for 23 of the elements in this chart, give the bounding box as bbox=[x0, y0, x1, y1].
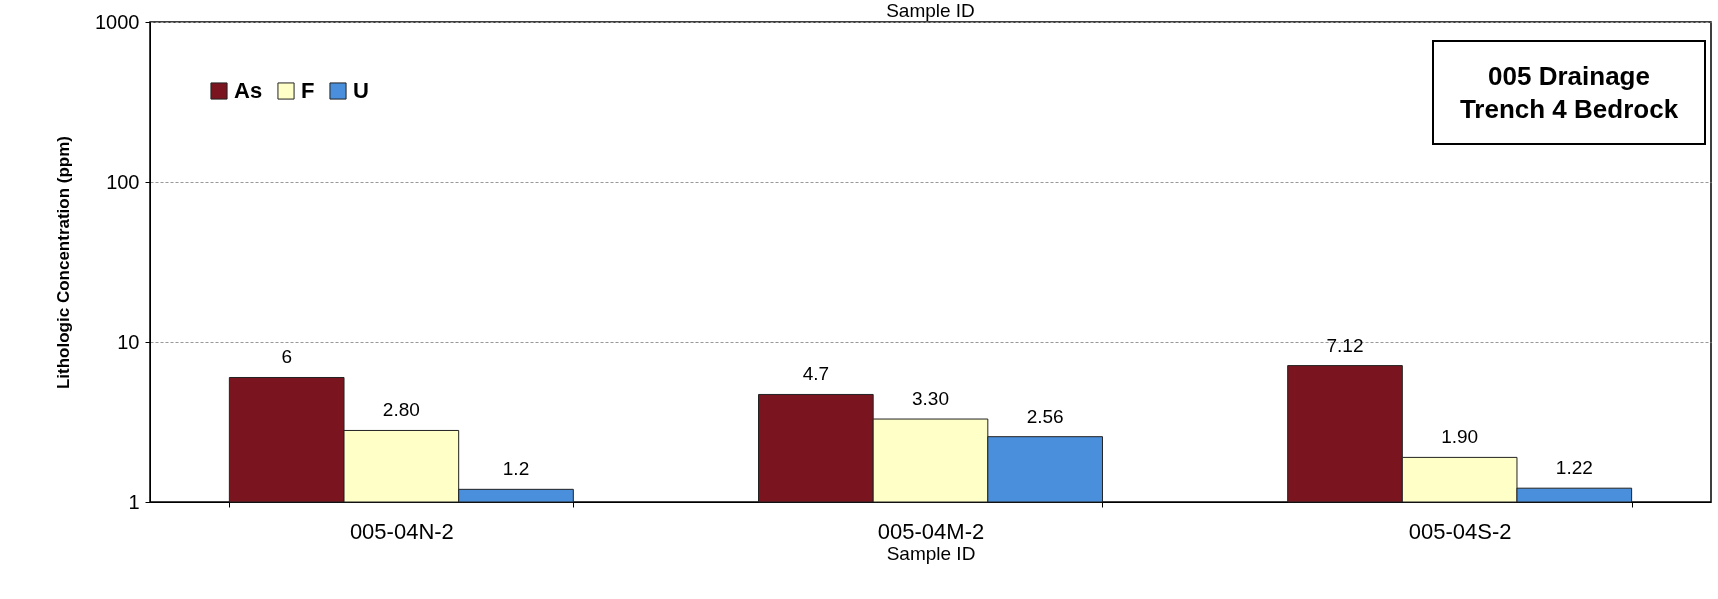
text: Sample ID bbox=[885, 0, 976, 22]
data-label: 2.56 bbox=[1026, 405, 1064, 427]
x-tick-label: 005-04N-2 bbox=[349, 518, 454, 544]
legend-label: U bbox=[353, 78, 369, 103]
data-label: 1.90 bbox=[1441, 426, 1479, 448]
data-label: 1.22 bbox=[1555, 457, 1593, 479]
x-tick-label: 005-04M-2 bbox=[877, 518, 985, 544]
data-label: 7.12 bbox=[1326, 334, 1364, 356]
legend-label: F bbox=[301, 78, 315, 103]
x-tick-label: 005-04S-2 bbox=[1408, 518, 1512, 544]
text: 005 Drainage Trench 4 Bedrock bbox=[1432, 40, 1706, 145]
y-axis-title: Lithologic Concentration (ppm) bbox=[54, 135, 74, 390]
data-label: 3.30 bbox=[912, 388, 949, 410]
y-tick-label: 10 bbox=[117, 330, 140, 353]
y-tick-label: 1000 bbox=[95, 10, 140, 33]
data-label: 1.2 bbox=[502, 458, 530, 480]
y-tick-label: 100 bbox=[106, 170, 140, 193]
y-tick-label: 1 bbox=[128, 490, 140, 513]
data-label: 6 bbox=[281, 346, 292, 368]
data-label: 4.7 bbox=[802, 363, 830, 385]
data-label: 2.80 bbox=[382, 399, 420, 421]
legend-label: As bbox=[234, 78, 263, 103]
x-axis-title: Sample ID bbox=[886, 542, 976, 564]
